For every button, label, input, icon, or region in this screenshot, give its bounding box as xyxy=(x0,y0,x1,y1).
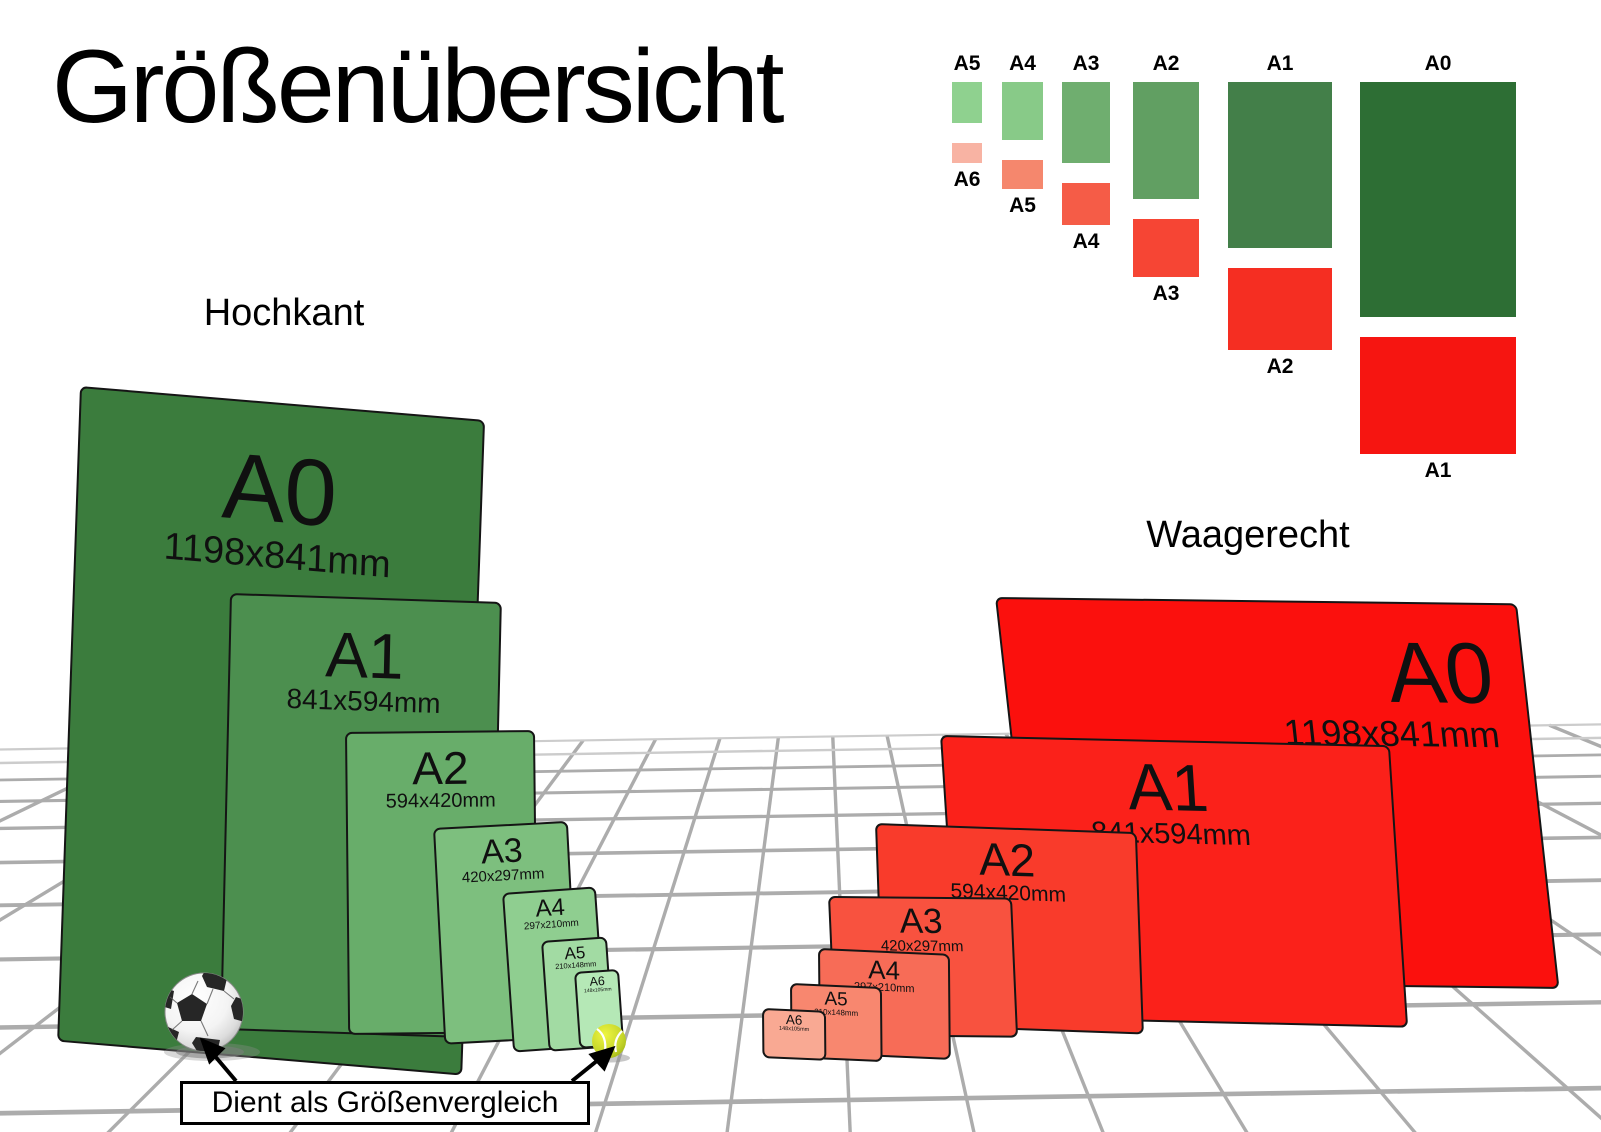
chart-portrait-rect xyxy=(1228,82,1332,248)
heading-landscape-group: Waagerecht xyxy=(1146,514,1350,556)
chart-portrait-label: A2 xyxy=(1152,52,1180,75)
sheet-portrait-a6: A6 148x105mm xyxy=(574,968,625,1049)
chart-portrait-rect xyxy=(1133,82,1199,199)
comparison-label-text: Dient als Größenvergleich xyxy=(211,1086,559,1119)
chart-landscape-rect xyxy=(1360,337,1516,454)
chart-landscape-rect xyxy=(952,143,982,163)
chart-column-a3-a4: A3 A4 xyxy=(1062,52,1110,254)
chart-portrait-label: A1 xyxy=(1266,52,1294,75)
chart-column-a1-a2: A1 A2 xyxy=(1228,52,1332,379)
comparison-label-box: Dient als Größenvergleich xyxy=(180,1081,590,1125)
sheet-size-name: A1 xyxy=(324,618,405,693)
chart-column-a2-a3: A2 A3 xyxy=(1133,52,1199,306)
chart-landscape-rect xyxy=(1002,160,1043,189)
page-title: Größenübersicht xyxy=(52,29,785,145)
chart-portrait-rect xyxy=(1360,82,1516,317)
chart-column-a4-a5: A4 A5 xyxy=(1002,52,1043,218)
sheet-size-dims: 594x420mm xyxy=(385,789,496,813)
sheet-landscape-a6: A6 148x105mm xyxy=(762,1008,827,1061)
chart-landscape-label: A2 xyxy=(1266,355,1294,378)
chart-landscape-rect xyxy=(1062,183,1110,225)
chart-column-a5-a6: A5 A6 xyxy=(952,52,982,192)
chart-portrait-rect xyxy=(952,82,982,123)
chart-portrait-label: A3 xyxy=(1072,52,1100,75)
chart-landscape-rect xyxy=(1228,268,1332,350)
chart-landscape-rect xyxy=(1133,219,1199,277)
chart-landscape-label: A4 xyxy=(1072,230,1100,253)
sheet-size-name: A3 xyxy=(898,901,944,942)
chart-portrait-rect xyxy=(1062,82,1110,163)
sheet-size-name: A2 xyxy=(411,741,469,795)
chart-landscape-label: A6 xyxy=(953,168,981,191)
chart-portrait-rect xyxy=(1002,82,1043,140)
sheet-size-dims: 148x105mm xyxy=(583,985,612,994)
chart-landscape-label: A5 xyxy=(1009,194,1036,217)
chart-portrait-label: A0 xyxy=(1424,52,1452,75)
chart-portrait-label: A5 xyxy=(953,52,981,75)
sheet-size-name: A0 xyxy=(1382,624,1499,723)
chart-landscape-label: A1 xyxy=(1424,459,1452,482)
chart-landscape-label: A3 xyxy=(1152,282,1180,305)
sheet-size-name: A1 xyxy=(1125,749,1211,826)
chart-column-a0-a1: A0 A1 xyxy=(1360,52,1516,483)
heading-portrait-group: Hochkant xyxy=(203,292,365,334)
chart-portrait-label: A4 xyxy=(1009,52,1036,75)
